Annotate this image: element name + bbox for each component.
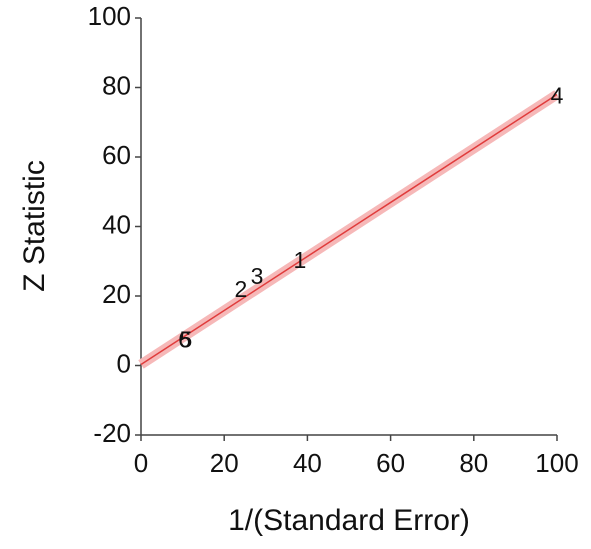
fit-line (140, 93, 558, 366)
point-label: 1 (294, 247, 307, 273)
x-tick-label: 40 (293, 448, 322, 478)
y-tick-label: 20 (102, 279, 131, 309)
x-tick-label: 60 (376, 448, 405, 478)
point-label: 4 (551, 82, 564, 108)
y-tick-label: 0 (117, 348, 131, 378)
point-label: 2 (234, 276, 247, 302)
y-tick-label: 60 (102, 140, 131, 170)
y-tick-label: -20 (93, 418, 131, 448)
x-tick-label: 100 (535, 448, 578, 478)
y-tick-label: 100 (88, 1, 131, 31)
y-axis-label: Z Statistic (18, 160, 51, 292)
point-label: 3 (251, 263, 264, 289)
y-tick-label: 40 (102, 209, 131, 239)
point-label: 5 (180, 326, 193, 352)
x-axis-label: 1/(Standard Error) (228, 504, 470, 537)
y-tick-label: 80 (102, 70, 131, 100)
x-tick-label: 80 (459, 448, 488, 478)
point-label: 6 (178, 326, 191, 352)
x-tick-label: 20 (210, 448, 239, 478)
x-tick-label: 0 (134, 448, 148, 478)
